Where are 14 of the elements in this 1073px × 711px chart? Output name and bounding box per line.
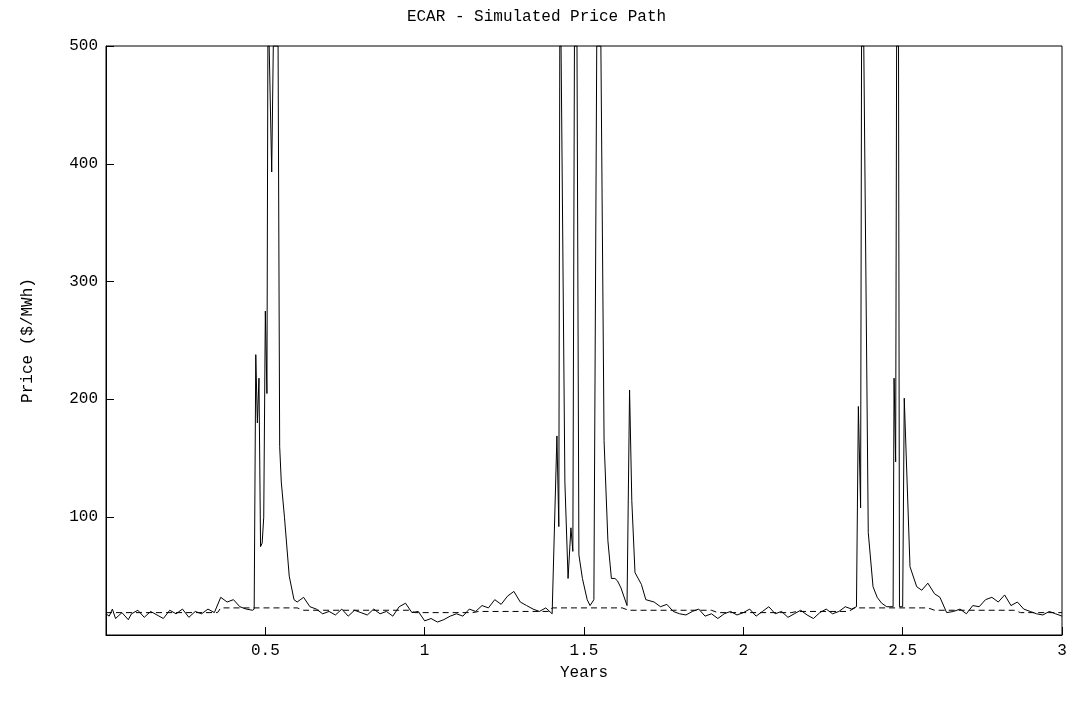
y-tick-label: 200 bbox=[69, 390, 98, 409]
x-tick-label: 2.5 bbox=[888, 642, 918, 660]
y-tick-label: 100 bbox=[69, 508, 98, 527]
y-tick-label: 300 bbox=[69, 272, 98, 291]
x-tick-label: 0.5 bbox=[250, 642, 280, 660]
x-axis-title: Years bbox=[559, 664, 609, 682]
y-tick-label: 500 bbox=[69, 37, 98, 55]
chart-title: ECAR - Simulated Price Path bbox=[406, 8, 667, 26]
x-tick-label: 1 bbox=[419, 642, 430, 660]
y-axis-title: Price ($/MWh) bbox=[19, 278, 37, 403]
x-tick-label: 1.5 bbox=[569, 642, 599, 660]
x-tick-label: 2 bbox=[738, 642, 749, 660]
x-tick-label: 3 bbox=[1057, 642, 1067, 660]
y-tick-label: 400 bbox=[69, 154, 98, 173]
